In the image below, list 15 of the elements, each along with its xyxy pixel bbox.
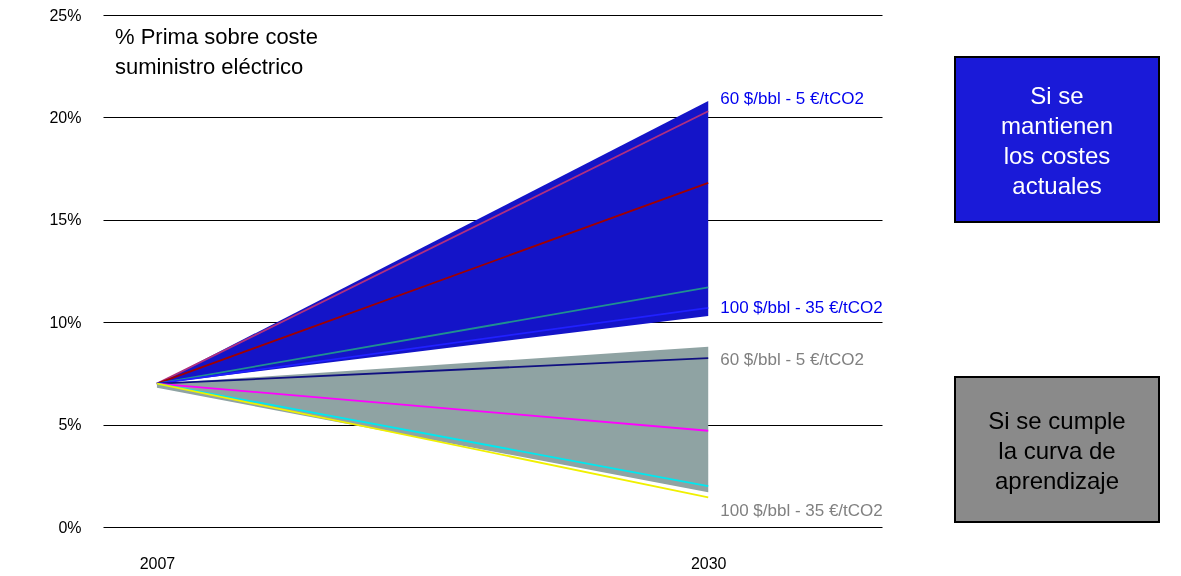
text: % Prima sobre coste suministro eléctrico — [115, 24, 318, 79]
series-label: 60 $/bbl - 5 €/tCO2 — [720, 350, 864, 370]
y-tick-label: 25% — [49, 6, 82, 24]
x-tick-label: 2007 — [139, 554, 176, 572]
y-tick-label: 5% — [58, 416, 82, 434]
text: Si se cumple la curva de aprendizaje — [988, 406, 1126, 494]
y-tick-label: 15% — [49, 211, 82, 229]
series-label: 100 $/bbl - 35 €/tCO2 — [720, 501, 883, 521]
series-label: 60 $/bbl - 5 €/tCO2 — [720, 89, 864, 109]
x-tick-label: 2030 — [690, 554, 727, 572]
y-tick-label: 20% — [49, 108, 82, 126]
y-tick-label: 0% — [58, 518, 82, 536]
y-tick-label: 10% — [49, 313, 82, 331]
series-label: 100 $/bbl - 35 €/tCO2 — [720, 297, 883, 317]
text: Si se mantienen los costes actuales — [1000, 81, 1114, 199]
